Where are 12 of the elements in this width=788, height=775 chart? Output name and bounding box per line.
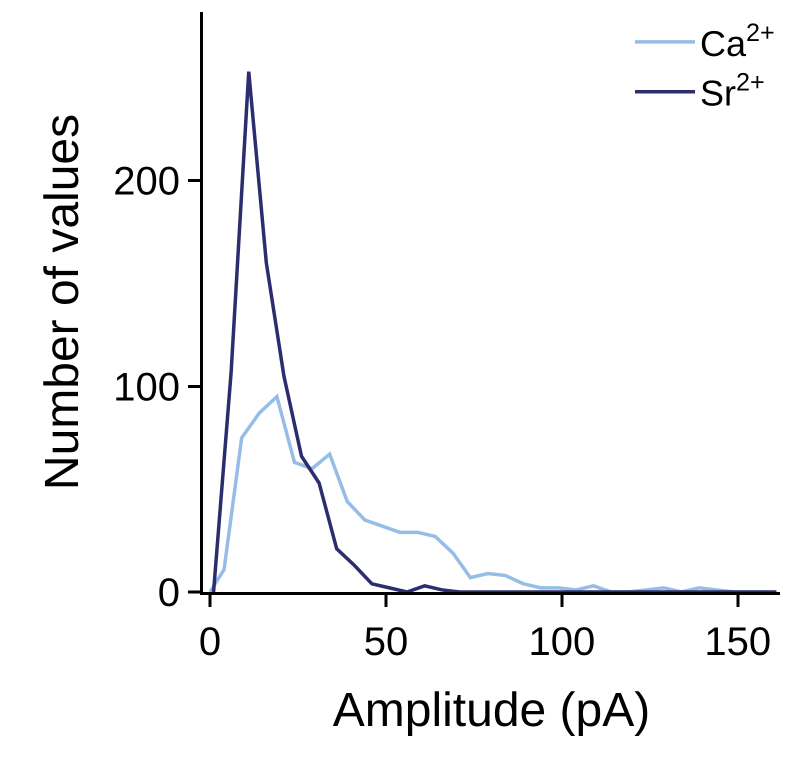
x-axis-title: Amplitude (pA) <box>332 684 650 738</box>
x-tick-label: 150 <box>704 620 772 664</box>
y-tick-label: 0 <box>158 571 180 615</box>
x-tick-label: 100 <box>528 620 596 664</box>
y-tick-label: 200 <box>113 160 180 204</box>
x-tick-label: 0 <box>198 620 222 664</box>
line-series <box>212 70 778 592</box>
legend-label: Ca$^{2+}$ <box>700 18 775 64</box>
y-axis-title: Number of values <box>36 114 89 490</box>
legend-label: Sr$^{2+}$ <box>700 68 765 114</box>
y-tick-label: 100 <box>113 365 180 410</box>
x-tick-label: 50 <box>364 620 408 664</box>
